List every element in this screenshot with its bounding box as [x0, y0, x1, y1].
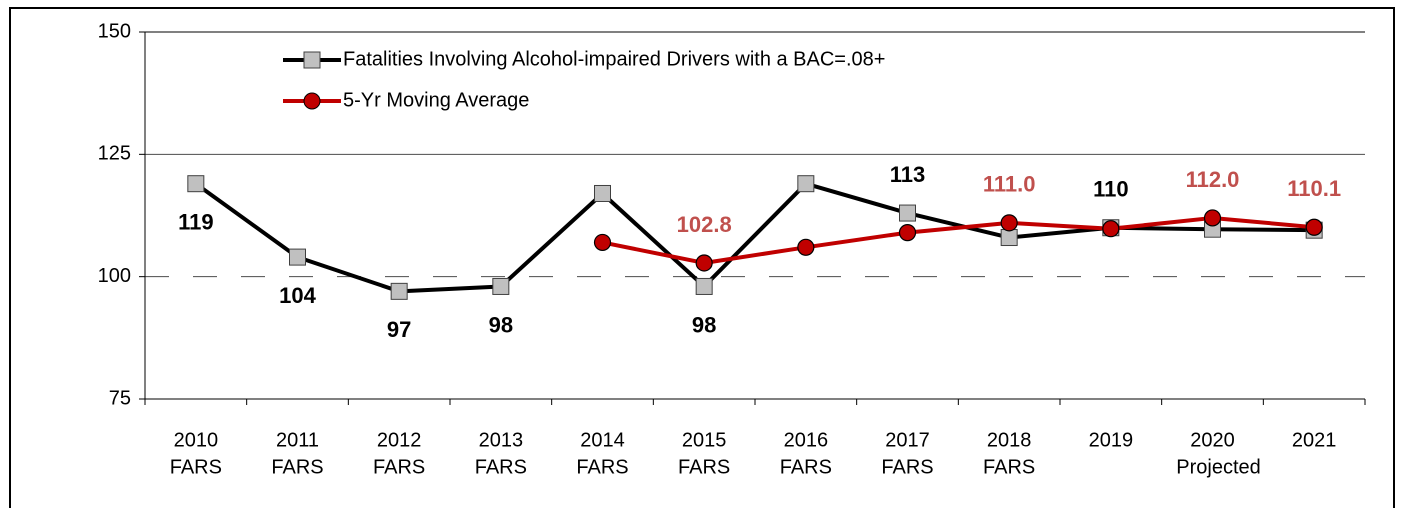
series-line [194, 181, 1315, 294]
marker [1203, 209, 1222, 227]
marker [797, 238, 815, 256]
legend-label: 5-Yr Moving Average [343, 89, 529, 111]
x-tick-label: 2020 [1190, 429, 1235, 451]
marker [594, 184, 611, 202]
data-label: 112.0 [1186, 167, 1240, 192]
x-tick-label: 2015 [682, 429, 727, 451]
data-label: 111.0 [983, 172, 1036, 197]
x-tick-label: FARS [881, 456, 933, 478]
data-label: 119 [178, 210, 214, 235]
x-tick-label: 2019 [1089, 429, 1134, 451]
x-tick-label: 2021 [1292, 429, 1337, 451]
y-tick-label: 150 [98, 20, 131, 42]
x-tick-label: 2011 [276, 429, 319, 451]
data-label: 102.8 [677, 212, 732, 237]
x-tick-label: FARS [780, 456, 832, 478]
x-tick-label: FARS [475, 456, 527, 478]
marker [797, 175, 815, 193]
x-tick-label: 2010 [174, 429, 219, 451]
marker [289, 248, 306, 266]
x-tick-label: 2017 [885, 429, 930, 451]
data-label: 113 [890, 162, 926, 187]
x-tick-label: FARS [271, 456, 323, 478]
frame [9, 7, 1395, 508]
marker [187, 175, 205, 193]
data-label: 110.1 [1287, 176, 1341, 201]
x-tick-label: Projected [1176, 456, 1261, 478]
marker [695, 277, 713, 295]
marker [1000, 229, 1018, 247]
data-label: 98 [692, 312, 716, 337]
y-tick-label: 100 [98, 265, 131, 287]
marker [695, 254, 713, 272]
marker [1305, 218, 1323, 236]
x-tick-label: FARS [576, 456, 628, 478]
legend-marker [303, 51, 321, 69]
data-label: 97 [387, 317, 411, 342]
y-tick-label: 75 [109, 387, 131, 409]
data-label: 104 [279, 283, 316, 308]
marker [593, 233, 612, 252]
x-tick-label: FARS [373, 456, 425, 478]
marker [899, 204, 916, 222]
marker [390, 282, 408, 300]
legend-label: Fatalities Involving Alcohol-impaired Dr… [343, 48, 885, 70]
y-tick-label: 125 [98, 143, 131, 165]
marker [492, 277, 510, 295]
x-tick-label: 2014 [580, 429, 625, 451]
x-tick-label: 2013 [479, 429, 524, 451]
x-tick-label: FARS [170, 456, 222, 478]
data-label: 98 [489, 312, 513, 337]
marker [1000, 214, 1018, 232]
x-tick-label: 2016 [784, 429, 829, 451]
x-tick-label: 2018 [987, 429, 1032, 451]
x-tick-label: 2012 [377, 429, 422, 451]
x-tick-label: FARS [983, 456, 1035, 478]
legend-marker [303, 92, 321, 110]
x-tick-label: FARS [678, 456, 730, 478]
marker [898, 224, 917, 242]
data-label: 110 [1093, 177, 1129, 202]
marker [1102, 220, 1120, 238]
series-line [602, 215, 1315, 265]
